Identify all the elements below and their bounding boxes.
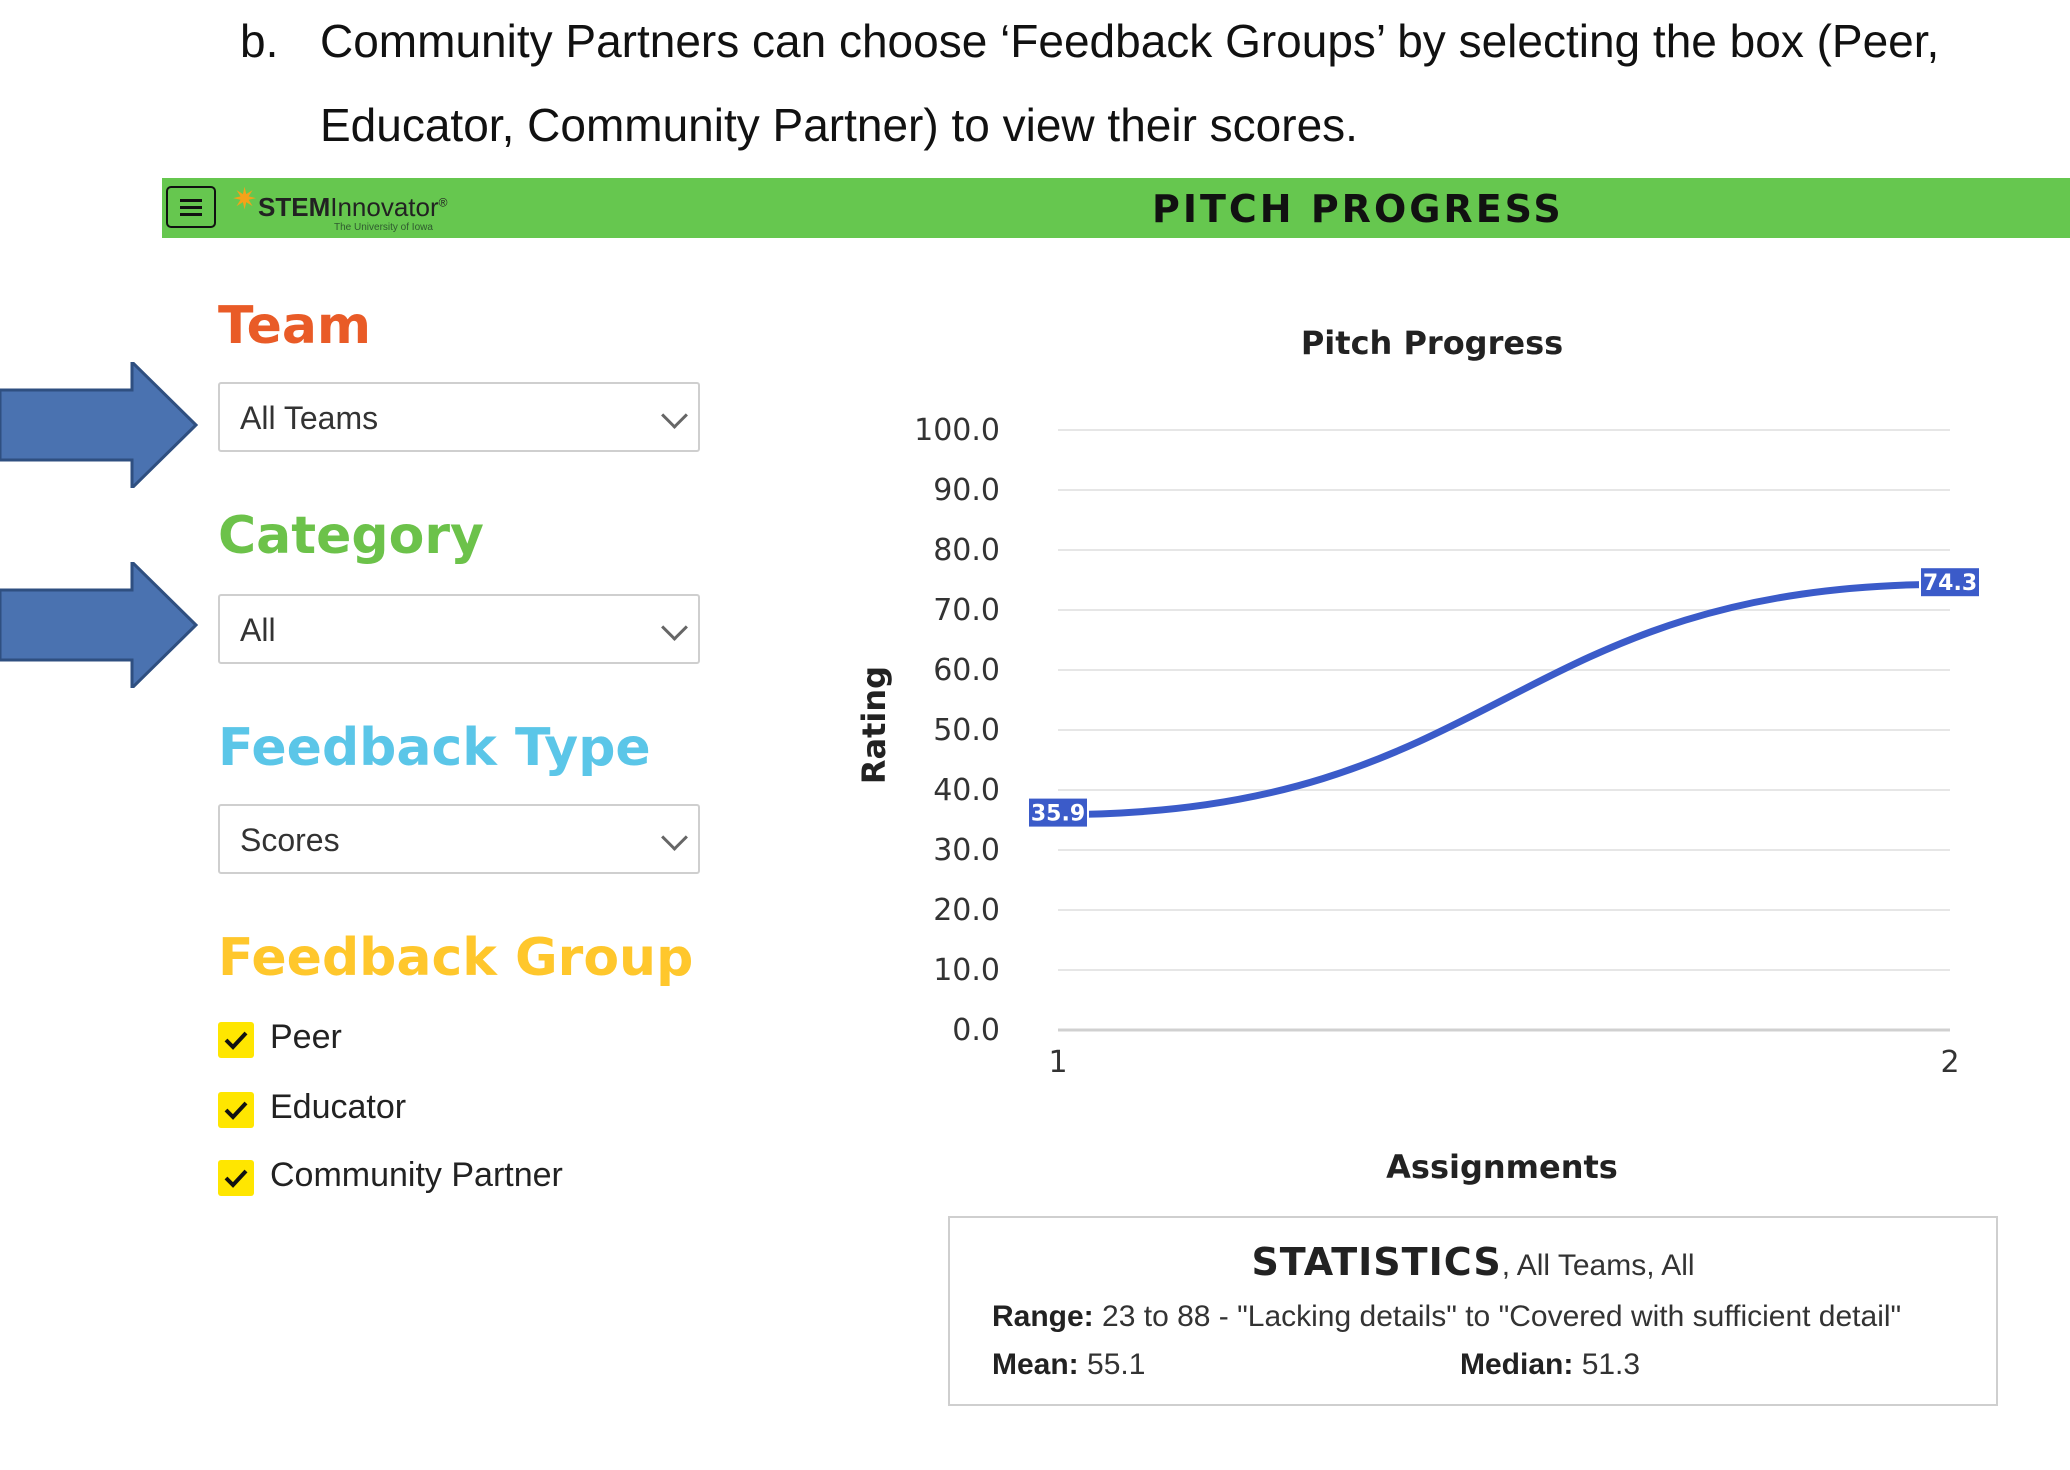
annotation-arrow-icon — [0, 562, 199, 688]
checkmark-icon — [224, 1169, 248, 1188]
y-tick-label: 80.0 — [933, 533, 1000, 568]
app-header: ✷ STEMInnovator® The University of Iowa … — [162, 178, 2070, 238]
category-select-value: All — [240, 612, 276, 648]
chart-grid — [1058, 429, 1950, 1032]
hamburger-icon — [180, 199, 202, 202]
checkbox-label: Peer — [270, 1018, 342, 1056]
star-icon: ✷ — [232, 183, 258, 216]
data-point-marker — [1027, 796, 1089, 829]
checkbox[interactable] — [218, 1160, 254, 1196]
page-title: PITCH PROGRESS — [1152, 187, 1564, 231]
checkbox[interactable] — [218, 1092, 254, 1128]
checkmark-icon — [224, 1101, 248, 1120]
y-tick-label: 0.0 — [952, 1013, 1000, 1048]
checkbox[interactable] — [218, 1022, 254, 1058]
menu-button[interactable] — [166, 186, 216, 228]
x-axis-label: Assignments — [1386, 1148, 1618, 1186]
y-tick-label: 20.0 — [933, 893, 1000, 928]
chevron-down-icon — [661, 824, 688, 851]
series-line — [1054, 580, 1954, 819]
team-select-value: All Teams — [240, 400, 379, 436]
data-label: 74.3 — [1919, 566, 1981, 599]
y-tick-label: 50.0 — [933, 713, 1000, 748]
feedback-type-select-value: Scores — [240, 822, 340, 858]
team-heading: Team — [218, 296, 372, 356]
statistics-median: Median: 51.3 — [1460, 1348, 1641, 1381]
hamburger-icon-bar — [180, 206, 202, 209]
chevron-down-icon — [661, 402, 688, 429]
instruction-line-1: Community Partners can choose ‘Feedback … — [320, 15, 1940, 67]
y-tick-label: 60.0 — [933, 653, 1000, 688]
y-tick-label: 90.0 — [933, 473, 1000, 508]
feedback-type-select[interactable]: Scores — [218, 804, 700, 874]
y-axis-label: Rating — [855, 666, 893, 784]
y-tick-label: 100.0 — [914, 413, 1000, 448]
checkbox-label: Community Partner — [270, 1156, 563, 1194]
statistics-mean: Mean: 55.1 — [992, 1348, 1146, 1381]
instruction-line-2: Educator, Community Partner) to view the… — [320, 99, 1358, 151]
statistics-range: Range: 23 to 88 - "Lacking details" to "… — [992, 1300, 1902, 1333]
y-tick-label: 30.0 — [933, 833, 1000, 868]
list-marker: b. — [240, 15, 279, 67]
y-tick-label: 40.0 — [933, 773, 1000, 808]
annotation-arrow-icon — [0, 362, 199, 488]
checkmark-icon — [224, 1031, 248, 1050]
data-label: 35.9 — [1027, 796, 1089, 829]
y-tick-label: 70.0 — [933, 593, 1000, 628]
pitch-progress-chart: Pitch Progress 100.0 90.0 80.0 70.0 60.0 50.0… — [855, 324, 1981, 1186]
team-select[interactable]: All Teams — [218, 382, 700, 452]
logo[interactable]: ✷ STEMInnovator® The University of Iowa — [232, 183, 472, 234]
category-select[interactable]: All — [218, 594, 700, 664]
chevron-down-icon — [661, 614, 688, 641]
feedback-type-heading: Feedback Type — [218, 718, 651, 778]
data-label-text: 74.3 — [1923, 571, 1977, 596]
x-tick-label: 2 — [1940, 1045, 1959, 1080]
statistics-heading: STATISTICS, All Teams, All — [1251, 1240, 1695, 1284]
y-axis-ticks: 100.0 90.0 80.0 70.0 60.0 50.0 40.0 30.0 20.0 10.… — [914, 413, 1000, 1048]
data-label-text: 35.9 — [1031, 802, 1085, 827]
y-tick-label: 10.0 — [933, 953, 1000, 988]
logo-text: STEMInnovator® — [258, 192, 448, 222]
checkbox-label: Educator — [270, 1088, 407, 1126]
data-point-marker — [1919, 566, 1981, 599]
feedback-group-heading: Feedback Group — [218, 928, 694, 988]
x-tick-label: 1 — [1048, 1045, 1067, 1080]
data-labels: 35.9 74.3 — [1027, 566, 1981, 829]
statistics-panel: STATISTICS, All Teams, All Range: 23 to … — [948, 1216, 1998, 1406]
logo-subtitle: The University of Iowa — [334, 222, 433, 233]
chart-title: Pitch Progress — [1301, 324, 1563, 362]
category-heading: Category — [218, 506, 484, 566]
hamburger-icon-bar — [180, 213, 202, 216]
